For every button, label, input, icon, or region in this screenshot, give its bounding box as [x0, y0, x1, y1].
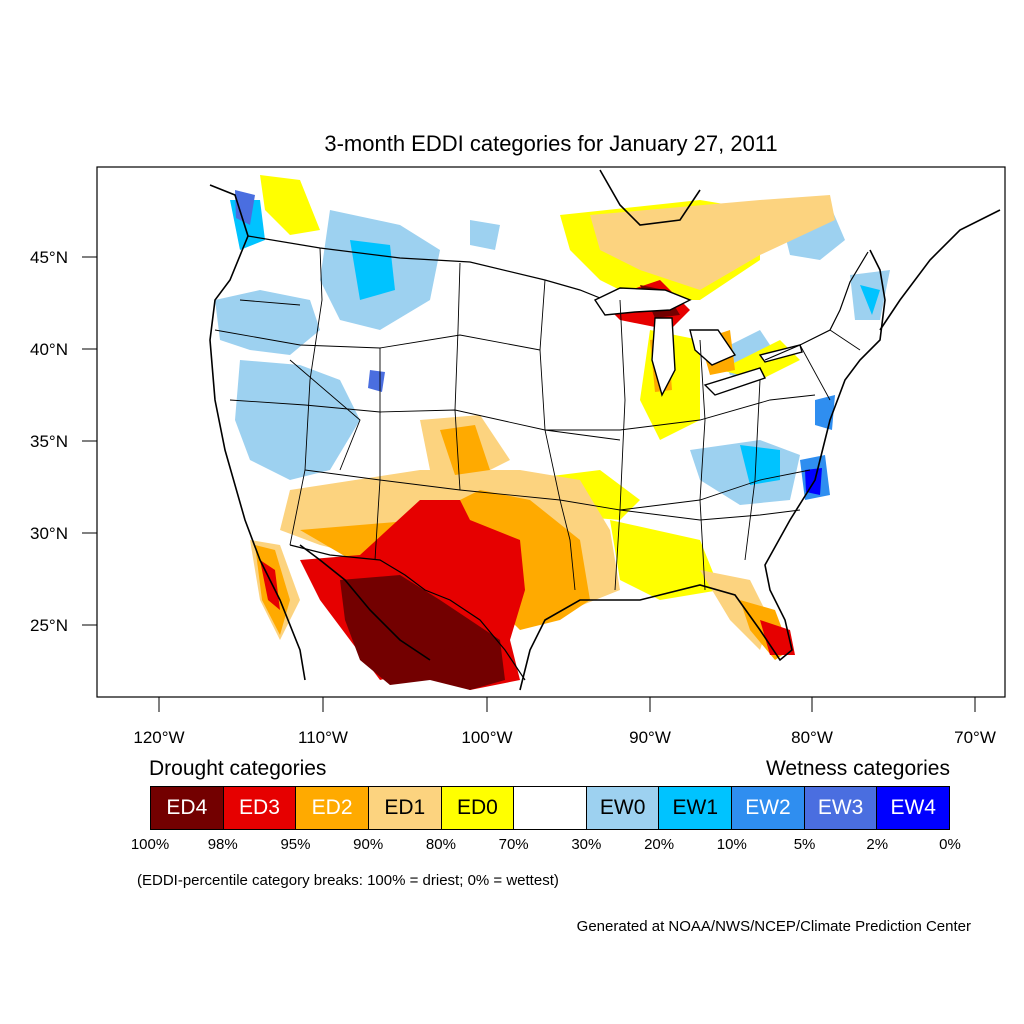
great-lakes: [593, 287, 803, 397]
lon-label-80: 80°W: [791, 728, 833, 747]
category-breaks: 100% 98% 95% 90% 80% 70% 30% 20% 10% 5% 2% 0%: [131, 836, 961, 856]
lat-label-30: 30°N: [30, 524, 68, 543]
map-title: 3-month EDDI categories for January 27, …: [324, 131, 778, 156]
map-frame: [96, 166, 1006, 698]
legend-box-ed0: ED0: [441, 787, 515, 829]
legend-box-neutral: [514, 787, 587, 829]
legend-box-ew4: EW4: [877, 787, 950, 829]
break-label: 10%: [716, 836, 747, 853]
lon-label-120: 120°W: [133, 728, 184, 747]
drought-heading: Drought categories: [149, 757, 327, 780]
break-label: 98%: [207, 836, 238, 853]
break-label: 100%: [130, 836, 170, 853]
wetness-heading: Wetness categories: [765, 757, 950, 780]
lat-label-35: 35°N: [30, 432, 68, 451]
legend-box-ew1: EW1: [659, 787, 733, 829]
state-borders: [214, 247, 861, 591]
lon-label-110: 110°W: [298, 728, 348, 747]
category-legend: ED4 ED3 ED2 ED1 ED0 EW0 EW1 EW2 EW3 EW4: [150, 786, 950, 830]
coastlines: [209, 169, 1001, 691]
latitude-labels: 45°N 40°N 35°N 30°N 25°N: [30, 248, 68, 635]
legend-box-ed3: ED3: [223, 787, 297, 829]
break-label: 80%: [425, 836, 456, 853]
legend-box-ew0: EW0: [586, 787, 660, 829]
break-label: 95%: [280, 836, 311, 853]
break-label: 90%: [353, 836, 384, 853]
credit-line: Generated at NOAA/NWS/NCEP/Climate Predi…: [576, 918, 971, 935]
lat-label-40: 40°N: [30, 340, 68, 359]
break-label: 30%: [571, 836, 602, 853]
legend-box-ew3: EW3: [804, 787, 878, 829]
break-label: 20%: [644, 836, 675, 853]
break-label: 5%: [793, 836, 816, 853]
longitude-labels: 120°W 110°W 100°W 90°W 80°W 70°W: [133, 728, 995, 747]
lon-label-90: 90°W: [629, 728, 671, 747]
legend-note: (EDDI-percentile category breaks: 100% =…: [137, 872, 559, 889]
latitude-ticks: [82, 256, 97, 626]
break-label: 0%: [939, 836, 961, 853]
longitude-ticks: [158, 697, 976, 712]
map-field: [209, 169, 1001, 691]
lat-label-45: 45°N: [30, 248, 68, 267]
lon-label-70: 70°W: [954, 728, 996, 747]
legend-box-ed1: ED1: [368, 787, 442, 829]
break-label: 2%: [866, 836, 889, 853]
legend-box-ew2: EW2: [732, 787, 805, 829]
legend-box-ed2: ED2: [296, 787, 369, 829]
lat-label-25: 25°N: [30, 616, 68, 635]
lon-label-100: 100°W: [461, 728, 512, 747]
legend-box-ed4: ED4: [151, 787, 224, 829]
break-label: 70%: [498, 836, 529, 853]
